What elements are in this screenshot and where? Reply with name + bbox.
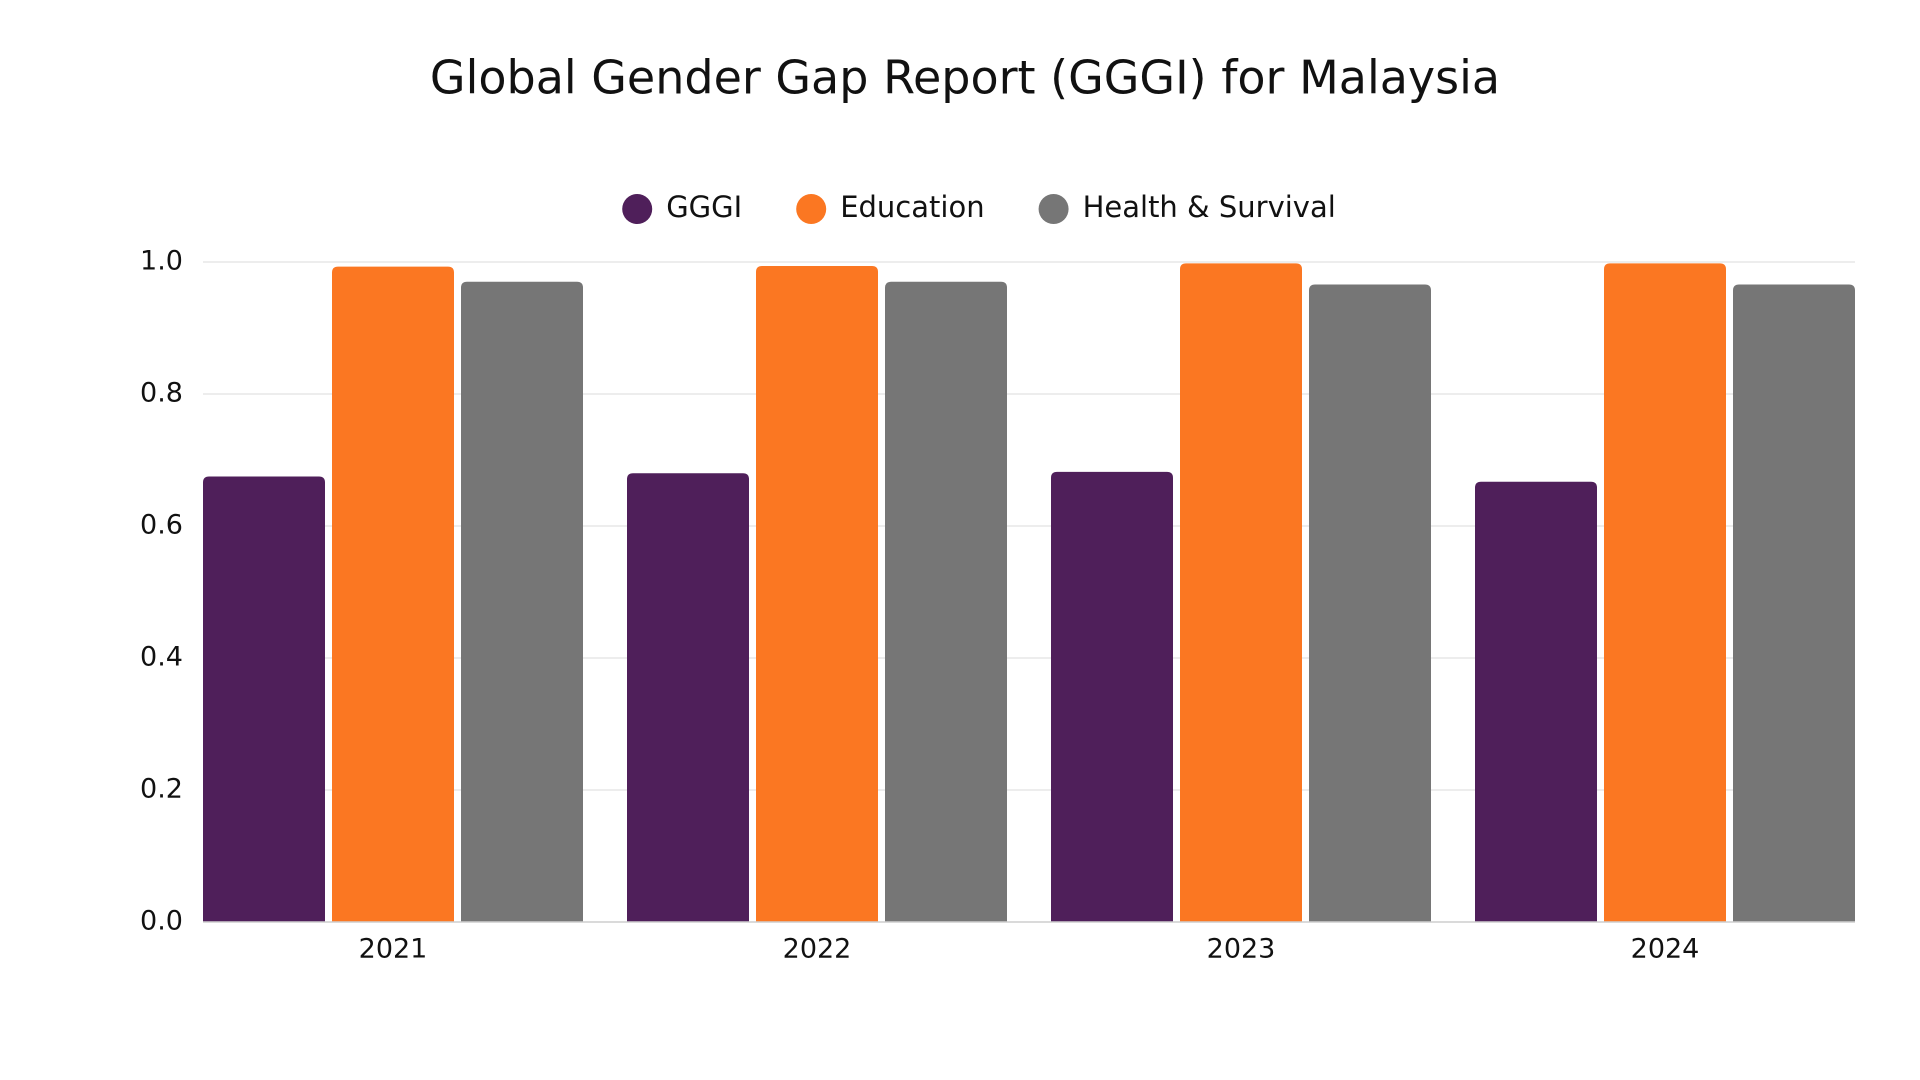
legend-label: Education xyxy=(840,190,984,224)
chart-title: Global Gender Gap Report (GGGI) for Mala… xyxy=(430,51,1500,105)
legend: GGGI Education Health & Survival xyxy=(622,190,1336,224)
bar xyxy=(1604,263,1726,922)
bar xyxy=(1051,471,1173,922)
legend-marker xyxy=(622,194,653,224)
bar xyxy=(1309,284,1431,922)
legend-marker xyxy=(1038,194,1069,224)
bar xyxy=(1733,284,1855,922)
y-tick-label: 0.8 xyxy=(140,378,183,409)
x-tick-label: 2022 xyxy=(783,934,852,965)
bar xyxy=(627,473,749,922)
y-tick-label: 0.6 xyxy=(140,510,183,541)
bar xyxy=(461,281,583,922)
y-tick-label: 1.0 xyxy=(140,246,183,277)
x-tick-label: 2023 xyxy=(1207,934,1276,965)
x-tick-label: 2024 xyxy=(1631,934,1700,965)
legend-marker xyxy=(796,194,827,224)
legend-label: GGGI xyxy=(666,190,742,224)
bar xyxy=(885,281,1007,922)
y-tick-label: 0.2 xyxy=(140,774,183,805)
y-tick-label: 0.4 xyxy=(140,642,183,673)
bar xyxy=(203,476,325,922)
bar xyxy=(1475,481,1597,922)
bar xyxy=(1180,263,1302,922)
bar xyxy=(332,266,454,922)
y-tick-label: 0.0 xyxy=(140,906,183,937)
x-tick-label: 2021 xyxy=(359,934,428,965)
bar xyxy=(756,265,878,923)
legend-label: Health & Survival xyxy=(1083,190,1336,224)
